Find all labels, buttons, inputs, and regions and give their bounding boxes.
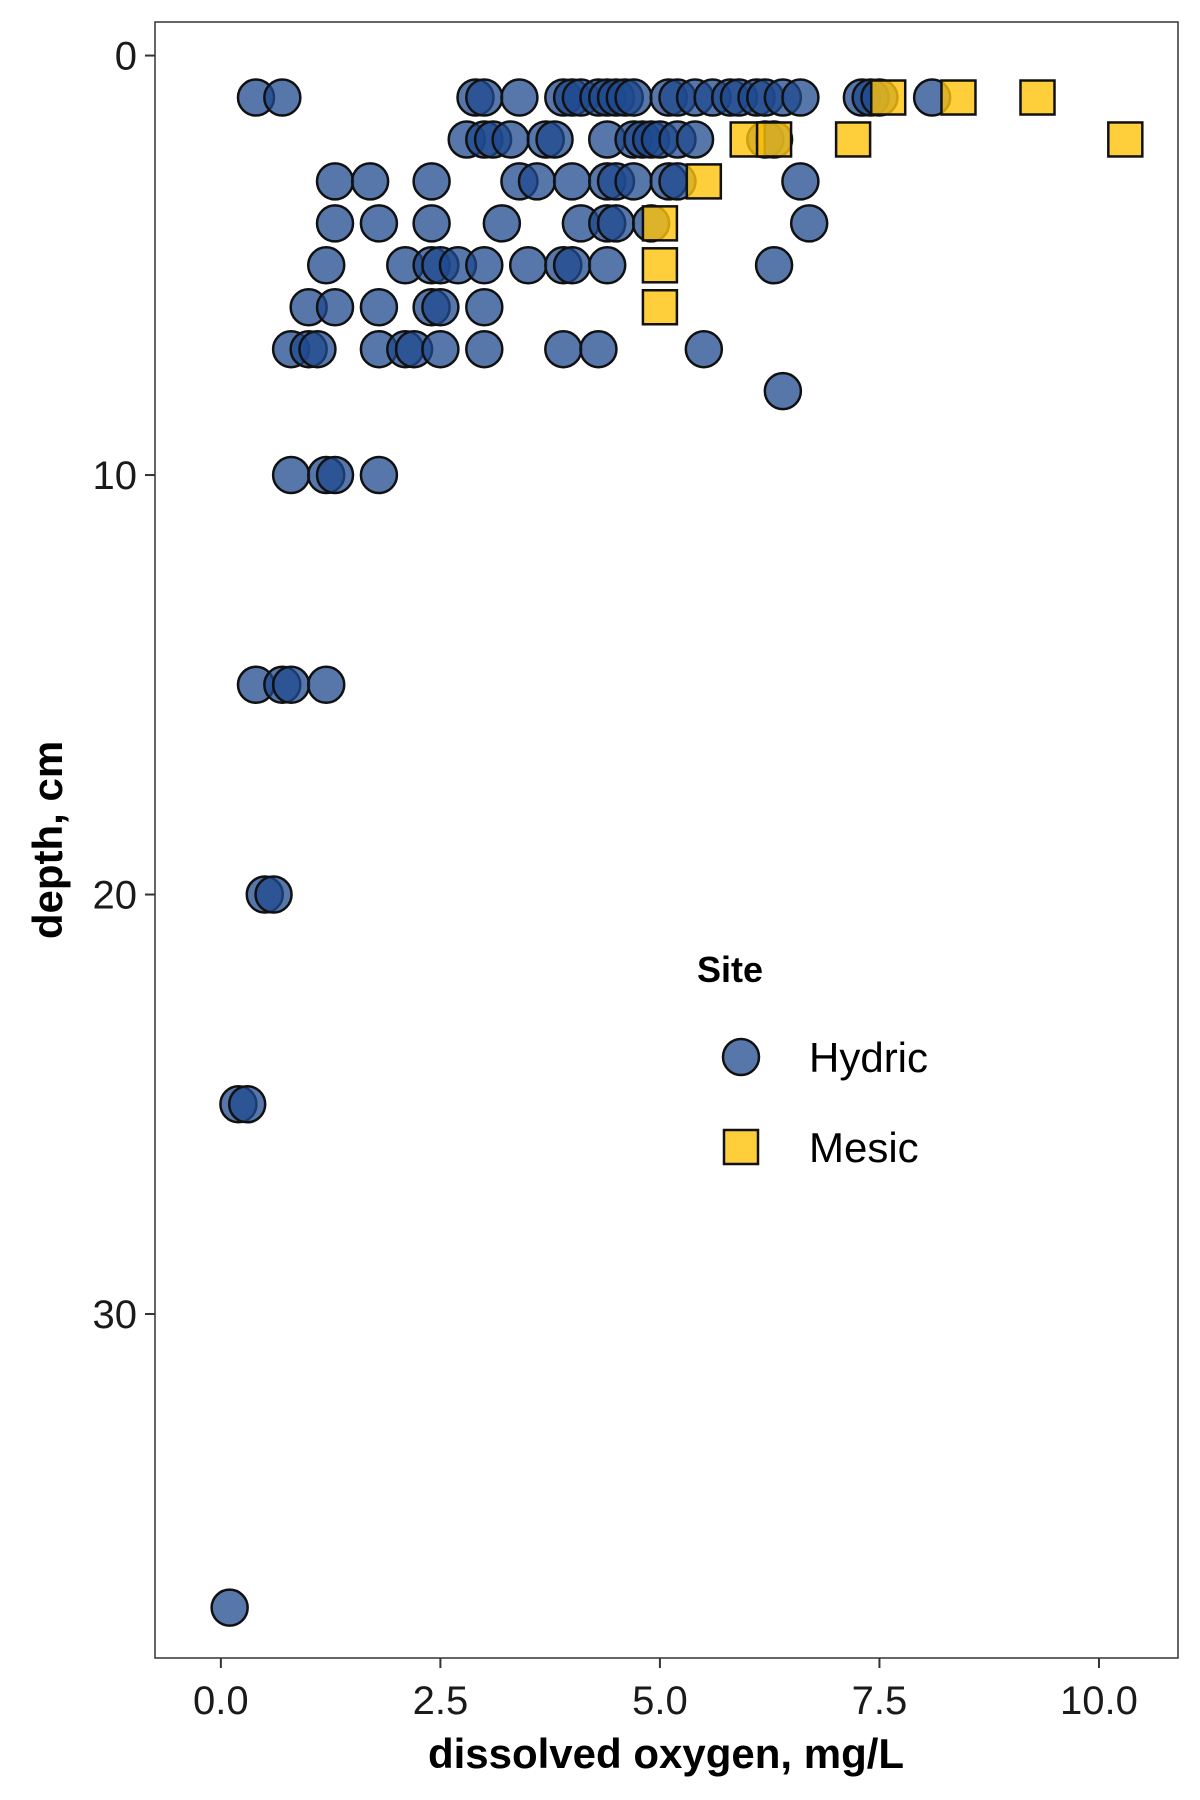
hydric-point	[781, 78, 820, 117]
hydric-point	[271, 455, 311, 495]
hydric-point	[596, 204, 636, 243]
hydric-point	[614, 78, 653, 117]
hydric-point	[306, 665, 346, 705]
mesic-point	[641, 289, 679, 326]
hydric-point	[359, 204, 399, 243]
hydric-point	[763, 371, 803, 411]
y-axis-title: depth, cm	[24, 741, 71, 939]
x-tick-label: 2.5	[413, 1679, 469, 1723]
hydric-point	[552, 246, 592, 285]
hydric-point	[421, 329, 460, 369]
hydric-point	[614, 162, 653, 201]
y-tick-label: 10	[93, 454, 138, 498]
mesic-point	[641, 247, 679, 284]
hydric-point	[359, 455, 399, 495]
hydric-point	[482, 204, 522, 243]
hydric-point	[298, 329, 337, 369]
hydric-point	[271, 665, 311, 705]
hydric-point	[350, 162, 390, 201]
mesic-point	[940, 79, 977, 116]
hydric-point	[544, 329, 583, 369]
hydric-point	[500, 78, 539, 117]
hydric-point	[579, 329, 618, 369]
hydric-point	[263, 78, 302, 117]
mesic-point	[685, 163, 723, 200]
legend: Site Hydric Mesic	[697, 949, 928, 1171]
hydric-point	[465, 288, 504, 327]
data-points	[210, 78, 1144, 1627]
x-tick-label: 5.0	[632, 1679, 688, 1723]
hydric-point	[412, 204, 451, 243]
hydric-point	[315, 162, 355, 201]
hydric-point	[789, 204, 829, 243]
hydric-point	[359, 288, 399, 327]
hydric-point	[754, 246, 794, 285]
x-tick-label: 10.0	[1060, 1679, 1138, 1723]
hydric-point	[465, 78, 504, 117]
mesic-point	[1107, 121, 1144, 158]
hydric-point	[421, 288, 460, 327]
hydric-point	[315, 455, 355, 495]
mesic-point	[755, 121, 793, 158]
x-axis: 0.0 2.5 5.0 7.5 10.0	[193, 1658, 1138, 1723]
mesic-point	[1019, 79, 1056, 116]
mesic-point	[869, 79, 907, 116]
x-tick-label: 7.5	[852, 1679, 908, 1723]
y-tick-label: 20	[93, 874, 138, 918]
x-axis-title: dissolved oxygen, mg/L	[428, 1730, 904, 1777]
x-tick-label: 0.0	[193, 1679, 249, 1723]
y-axis: 0 10 20 30	[93, 35, 155, 1337]
hydric-point	[675, 120, 715, 159]
legend-label-mesic: Mesic	[809, 1124, 919, 1171]
hydric-point	[684, 329, 724, 369]
y-tick-label: 0	[115, 35, 137, 79]
hydric-point	[781, 162, 820, 201]
hydric-point	[491, 120, 530, 159]
hydric-point	[315, 288, 355, 327]
legend-title: Site	[697, 949, 763, 990]
hydric-point	[315, 204, 355, 243]
hydric-point	[306, 246, 346, 285]
hydric-point	[210, 1588, 249, 1627]
hydric-point	[517, 162, 557, 201]
legend-key-mesic	[722, 1128, 760, 1166]
legend-key-hydric	[721, 1037, 761, 1077]
hydric-point	[227, 1085, 267, 1124]
hydric-point	[412, 162, 451, 201]
hydric-point	[465, 246, 504, 285]
hydric-point	[587, 246, 627, 285]
legend-label-hydric: Hydric	[809, 1034, 928, 1081]
hydric-point	[552, 162, 592, 201]
y-tick-label: 30	[93, 1293, 138, 1337]
hydric-point	[535, 120, 574, 159]
mesic-point	[834, 121, 872, 158]
hydric-point	[508, 246, 548, 285]
mesic-point	[641, 205, 679, 242]
hydric-point	[254, 875, 293, 914]
hydric-point	[465, 329, 504, 369]
